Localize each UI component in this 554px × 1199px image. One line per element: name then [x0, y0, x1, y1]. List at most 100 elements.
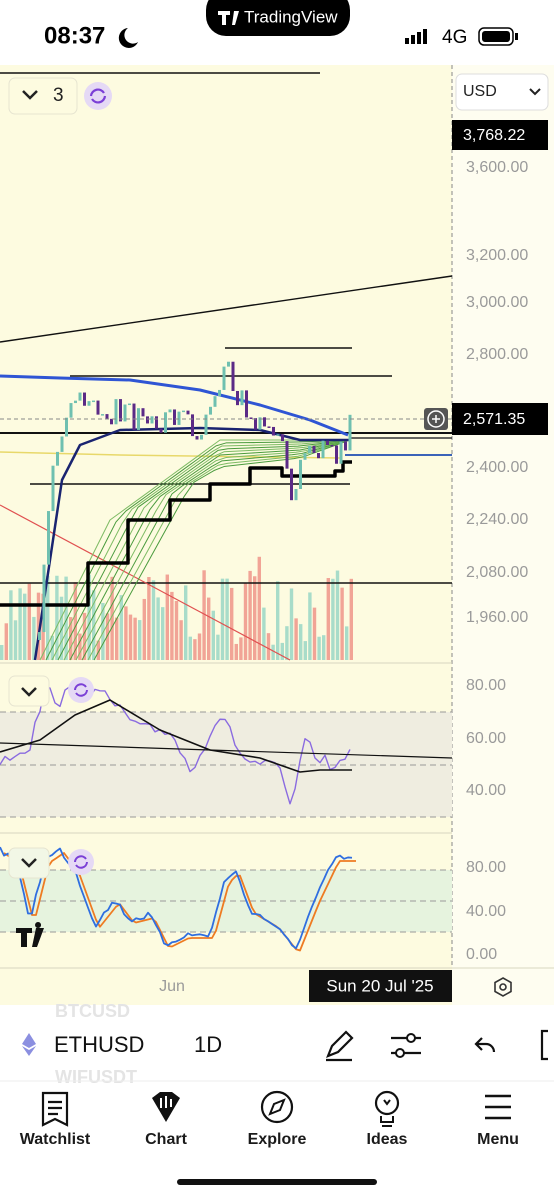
symbol-faded: WIFUSDT: [55, 1067, 137, 1087]
candle: [308, 445, 311, 454]
nav-watchlist[interactable]: [41, 1091, 69, 1127]
candle: [159, 428, 163, 433]
volume-bar: [285, 626, 289, 660]
volume-bar: [170, 591, 174, 660]
candle: [114, 399, 118, 425]
indicator-count: 3: [53, 85, 64, 106]
candle: [101, 414, 104, 416]
draw-button[interactable]: [326, 1030, 354, 1062]
candle: [335, 445, 338, 464]
refresh-button[interactable]: [68, 677, 94, 703]
volume-bar: [119, 595, 123, 660]
candle: [200, 434, 203, 440]
volume-bar: [266, 633, 271, 660]
clock: 08:37: [44, 22, 105, 49]
candle: [263, 417, 266, 427]
volume-bar: [349, 578, 353, 660]
volume-bar: [115, 617, 119, 660]
plot: [0, 72, 453, 661]
volume-bar: [289, 588, 294, 660]
refresh-button[interactable]: [84, 82, 112, 110]
volume-bar: [345, 626, 349, 660]
volume-bar: [312, 607, 317, 660]
indicator-toggle[interactable]: [8, 77, 78, 115]
candle: [330, 444, 334, 447]
battery-tip: [515, 33, 518, 40]
volume-bar: [184, 585, 188, 660]
nav-explore[interactable]: [260, 1090, 294, 1124]
volume-bar: [179, 620, 183, 660]
candle: [132, 403, 136, 430]
candle: [218, 389, 221, 397]
volume-bar: [73, 582, 77, 660]
chart-area: [0, 65, 452, 1005]
nav-menu[interactable]: [485, 1094, 511, 1120]
ribbon-line: [63, 440, 345, 661]
ideas-icon: [374, 1090, 400, 1116]
volume-bar: [4, 623, 8, 660]
network: 4G: [442, 27, 467, 48]
volume-bar: [27, 583, 31, 660]
nav-ideas[interactable]: [374, 1090, 400, 1127]
refresh-button[interactable]: [68, 849, 94, 875]
candle: [299, 459, 302, 489]
volume-bar: [257, 556, 261, 660]
candle: [164, 412, 167, 433]
candle: [83, 392, 86, 406]
volume-bar: [36, 592, 41, 660]
volume-bar: [294, 618, 298, 660]
stoch-label: 0.00: [466, 946, 497, 963]
volume-bar: [69, 617, 73, 660]
volume-bar: [248, 570, 252, 660]
settings-button[interactable]: [494, 977, 512, 997]
volume-bar: [193, 639, 197, 660]
candle: [227, 361, 230, 367]
price-label: 2,240.00: [466, 511, 528, 528]
candle: [326, 440, 329, 445]
volume-bar: [133, 617, 137, 660]
symbol[interactable]: ETHUSD: [54, 1032, 144, 1057]
menu-icon: [485, 1094, 511, 1120]
volume-bar: [280, 642, 284, 660]
stoch-label: 80.00: [466, 859, 506, 876]
volume-bar: [253, 576, 257, 660]
currency-select[interactable]: [455, 73, 549, 111]
interval[interactable]: 1D: [194, 1032, 222, 1057]
volume-bar: [142, 598, 146, 660]
watchlist-icon: [41, 1091, 69, 1127]
volume-bar: [271, 644, 275, 660]
undo-button[interactable]: [474, 1037, 496, 1053]
volume-bar: [82, 612, 87, 660]
candle: [209, 406, 212, 415]
candle: [285, 441, 289, 469]
pane-toggle[interactable]: [8, 675, 50, 707]
oscillators: [0, 684, 453, 952]
candle: [137, 408, 140, 430]
battery: [478, 27, 514, 46]
volume-bar: [64, 576, 68, 660]
volume-bar: [207, 597, 211, 660]
candle: [96, 400, 100, 415]
volume-bar: [262, 607, 266, 660]
more-button[interactable]: [540, 1029, 548, 1061]
date-box: [309, 970, 452, 1002]
volume-bar: [9, 590, 13, 660]
candle: [321, 440, 325, 459]
candle: [294, 488, 298, 501]
symbol-bar: [0, 1005, 554, 1081]
candle: [186, 410, 190, 415]
chevron: [22, 90, 38, 100]
candle: [110, 418, 113, 425]
chart-icon-candles: [160, 1096, 172, 1108]
volume-bar: [335, 570, 340, 660]
volume-bar: [96, 640, 100, 660]
candle: [191, 414, 194, 437]
candle: [105, 414, 109, 419]
volume-bar: [234, 643, 238, 660]
volume-bar: [188, 636, 192, 660]
pane-toggle[interactable]: [8, 847, 50, 879]
volume-bar: [230, 587, 234, 660]
nav-chart[interactable]: [152, 1092, 180, 1122]
last-price-box: [452, 403, 548, 435]
